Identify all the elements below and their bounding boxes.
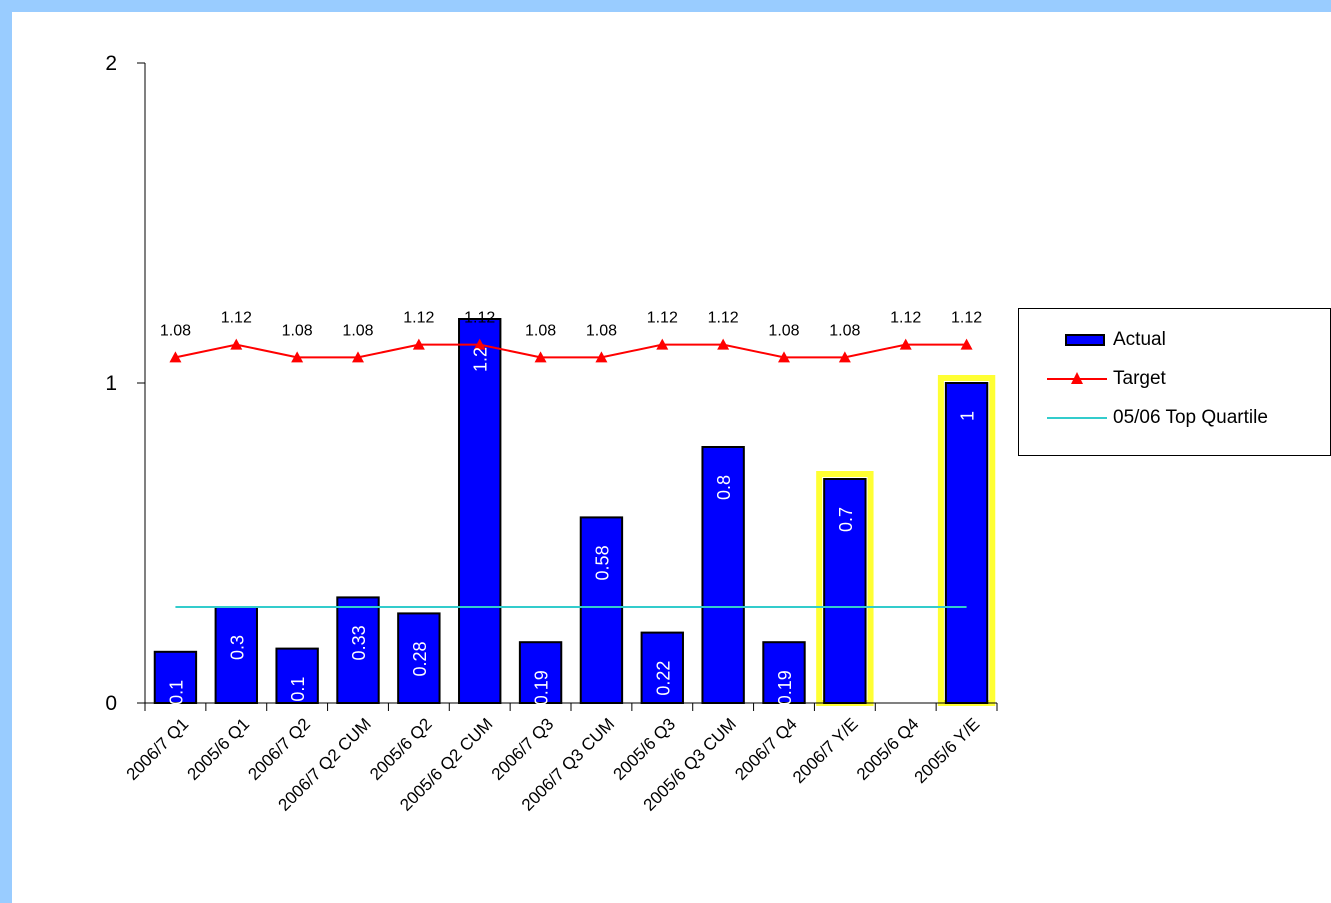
bar [458, 318, 502, 704]
bar-data-label: 0.7 [836, 507, 856, 532]
bar-data-label: 0.3 [227, 635, 247, 660]
target-data-label: 1.08 [525, 322, 556, 339]
bar [944, 382, 989, 704]
bar [336, 596, 380, 705]
target-marker [230, 338, 243, 350]
actual-bars [153, 318, 996, 706]
target-marker [778, 351, 790, 363]
bar-data-label: 1 [958, 411, 978, 421]
x-tick-label: 2006/7 Y/E [789, 714, 862, 787]
bar-data-label: 0.1 [288, 677, 308, 702]
target-data-label: 1.12 [403, 310, 434, 327]
legend-item-target: Target [1047, 364, 1166, 394]
target-data-label: 1.12 [708, 310, 739, 327]
target-line [175, 343, 967, 359]
x-tick-label: 2005/6 Q1 [184, 714, 254, 784]
target-marker [656, 338, 669, 350]
target-marker [534, 351, 547, 363]
target-marker [838, 351, 851, 363]
target-marker [899, 338, 912, 350]
target-marker [473, 338, 486, 350]
y-tick-label: 0 [105, 692, 117, 715]
legend-label-actual: Actual [1113, 329, 1166, 350]
target-data-label: 1.12 [647, 310, 678, 327]
y-tick-label: 2 [105, 52, 117, 75]
legend-swatch-actual [1047, 330, 1107, 350]
target-data-label: 1.08 [768, 322, 799, 339]
legend: Actual Target 05/06 Top Quartile [1018, 308, 1331, 456]
bar-data-label: 0.58 [592, 545, 612, 580]
target-data-label: 1.12 [890, 310, 921, 327]
x-tick-label: 2006/7 Q1 [123, 714, 193, 784]
target-marker [352, 351, 364, 363]
bar-data-label: 0.22 [653, 661, 673, 696]
bar-data-label: 0.33 [349, 625, 369, 660]
target-data-label: 1.12 [221, 310, 252, 327]
legend-label-target: Target [1113, 368, 1166, 389]
bar [579, 516, 624, 704]
target-data-label: 1.08 [282, 322, 313, 339]
target-marker [169, 351, 182, 363]
series-lines [169, 338, 973, 608]
target-data-label: 1.08 [586, 322, 617, 339]
legend-swatch-target [1047, 369, 1107, 389]
target-marker [960, 338, 973, 350]
target-marker [291, 351, 304, 363]
target-data-label: 1.08 [160, 322, 191, 339]
target-marker [595, 351, 608, 363]
bar [701, 446, 745, 704]
bar-data-label: 0.19 [532, 670, 552, 705]
target-marker [717, 338, 730, 350]
legend-item-top-quartile: 05/06 Top Quartile [1047, 403, 1268, 433]
target-data-label: 1.12 [951, 310, 982, 327]
legend-item-actual: Actual [1047, 325, 1166, 355]
bar-data-label: 1.2 [471, 347, 491, 372]
y-tick-label: 1 [105, 372, 117, 395]
target-marker [412, 338, 425, 350]
bar [518, 641, 563, 705]
chart-area: 0 1 2 2006/7 Q1 2005/6 Q1 2006/7 Q2 2006/7 Q2 … [12, 12, 1331, 903]
bar-data-label: 0.28 [410, 641, 430, 676]
target-data-label: 1.08 [342, 322, 373, 339]
legend-swatch-top-quartile [1047, 408, 1107, 428]
target-data-label: 1.08 [829, 322, 860, 339]
bar-data-label: 0.8 [714, 475, 734, 500]
data-labels: 0.1 0.3 0.1 0.33 0.28 1.2 0.19 0.58 0.22 0.8 0.19 0… [160, 310, 982, 706]
bar-data-label: 0.19 [775, 670, 795, 705]
target-data-label: 1.12 [464, 310, 495, 327]
legend-label-top-quartile: 05/06 Top Quartile [1113, 407, 1268, 428]
bar-data-label: 0.1 [166, 680, 186, 705]
x-tick-label: 2005/6 Y/E [911, 714, 984, 787]
